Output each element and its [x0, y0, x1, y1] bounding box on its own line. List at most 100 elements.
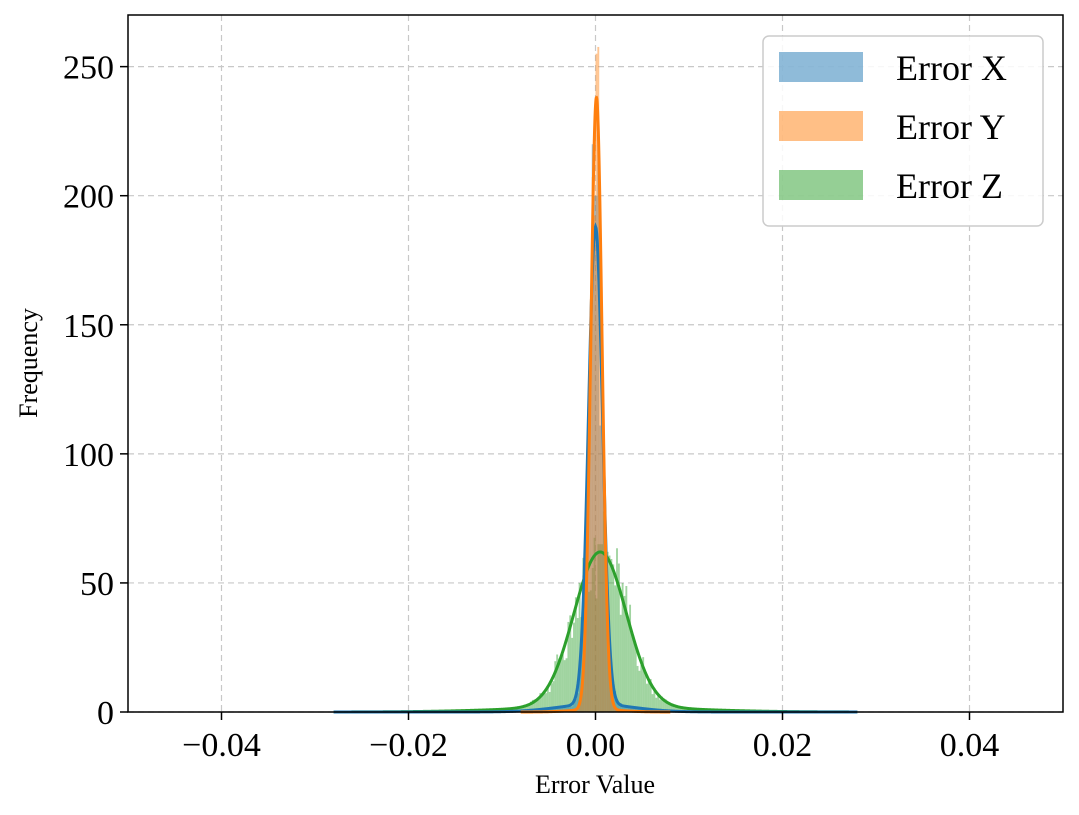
histogram-bar — [591, 176, 594, 712]
histogram-bar — [619, 703, 622, 712]
histogram-bar — [601, 544, 603, 712]
histogram-bar — [589, 590, 592, 712]
histogram-bar — [531, 699, 534, 712]
histogram-bar — [559, 658, 562, 712]
histogram-bar — [636, 707, 639, 712]
histogram-bar — [668, 703, 671, 712]
histogram-bar — [649, 678, 652, 712]
histogram-bar — [573, 622, 575, 712]
histogram-bar — [554, 661, 557, 712]
histogram-bar — [662, 698, 665, 712]
histogram-bar — [588, 371, 590, 712]
histogram-bar — [550, 683, 553, 712]
legend-swatch — [779, 111, 863, 141]
histogram-bar — [602, 492, 605, 712]
histogram-bar — [599, 544, 602, 712]
histogram-bar — [567, 705, 570, 712]
histogram-bar — [604, 551, 607, 712]
histogram-bar — [537, 698, 540, 712]
legend-label: Error X — [896, 48, 1007, 88]
histogram-bar — [574, 698, 577, 712]
y-axis-ticks: 0 50 100 150 200 250 — [63, 50, 128, 732]
histogram-bar — [589, 335, 592, 712]
histogram-bar — [619, 614, 622, 712]
histogram-bar — [548, 707, 551, 712]
histogram-bar — [629, 604, 632, 712]
histogram-bar — [647, 679, 650, 712]
y-tick-label: 100 — [63, 437, 114, 474]
histogram-bar — [642, 657, 645, 712]
legend-swatch — [779, 52, 863, 82]
histogram-bar — [625, 705, 628, 712]
histogram-bar — [640, 665, 643, 712]
histogram-bar — [580, 632, 583, 712]
histogram-bar — [516, 706, 519, 712]
histogram-bar — [627, 622, 630, 712]
histogram-bar — [586, 543, 589, 712]
histogram-bar — [612, 564, 615, 712]
histogram-bar — [574, 597, 577, 712]
histogram-bar — [601, 348, 603, 712]
histogram-bar — [659, 699, 661, 712]
histogram-bar — [552, 707, 555, 712]
histogram-bar — [685, 707, 688, 712]
histogram-bar — [657, 695, 660, 712]
histogram-bar — [556, 654, 559, 712]
histogram-bar — [576, 618, 579, 712]
histogram-bar — [612, 703, 615, 712]
histogram-bar — [548, 692, 551, 712]
histogram-bar — [644, 670, 646, 712]
histogram-bar — [677, 706, 680, 712]
histogram-bar — [610, 692, 613, 712]
x-axis-label: Error Value — [535, 770, 655, 799]
histogram-bar — [638, 670, 641, 712]
x-tick-label: 0.04 — [940, 727, 1000, 764]
histogram-bar — [546, 685, 549, 712]
histogram-bar — [679, 706, 682, 712]
histogram-bar — [588, 591, 590, 712]
histogram-bar — [623, 595, 626, 712]
histogram-bar — [660, 696, 663, 712]
histogram-bar — [563, 660, 566, 712]
histogram-bar — [627, 706, 630, 712]
histogram-bar — [576, 693, 579, 712]
histogram-bar — [645, 683, 648, 712]
histogram-bar — [632, 638, 635, 712]
y-tick-label: 200 — [63, 179, 114, 216]
histogram-bar — [599, 200, 602, 712]
histogram-bars — [445, 46, 762, 713]
legend-label: Error Z — [896, 166, 1003, 206]
x-axis-ticks: −0.04 −0.02 0.00 0.02 0.04 — [182, 712, 999, 764]
histogram-bar — [636, 665, 639, 712]
histogram-bar — [664, 699, 667, 712]
histogram-bar — [588, 411, 590, 712]
histogram-bar — [608, 669, 611, 712]
histogram-bar — [651, 694, 654, 712]
histogram-bar — [604, 526, 607, 712]
histogram-bar — [653, 687, 656, 712]
histogram-bar — [586, 543, 589, 712]
histogram-bar — [580, 617, 583, 712]
histogram-bar — [634, 707, 637, 712]
histogram-bar — [545, 693, 547, 712]
x-tick-label: −0.02 — [369, 727, 448, 764]
histogram-bar — [567, 621, 570, 712]
histogram-bar — [597, 46, 600, 712]
legend-swatch — [779, 170, 863, 200]
histogram-bar — [602, 490, 605, 712]
histogram-bar — [616, 699, 618, 712]
histogram-bar — [621, 704, 624, 712]
histogram-bar — [533, 699, 536, 712]
histogram-bar — [597, 544, 600, 712]
histogram-bar — [623, 706, 626, 712]
histogram-bar — [591, 567, 594, 712]
histogram-bar — [614, 691, 617, 712]
y-tick-label: 50 — [80, 566, 114, 603]
histogram-bar — [602, 511, 605, 712]
histogram-bar — [672, 705, 675, 712]
histogram-bar — [595, 598, 598, 712]
histogram-bar — [610, 559, 613, 712]
y-tick-label: 0 — [97, 695, 114, 732]
histogram-bar — [616, 548, 618, 712]
histogram-bar — [589, 299, 592, 712]
